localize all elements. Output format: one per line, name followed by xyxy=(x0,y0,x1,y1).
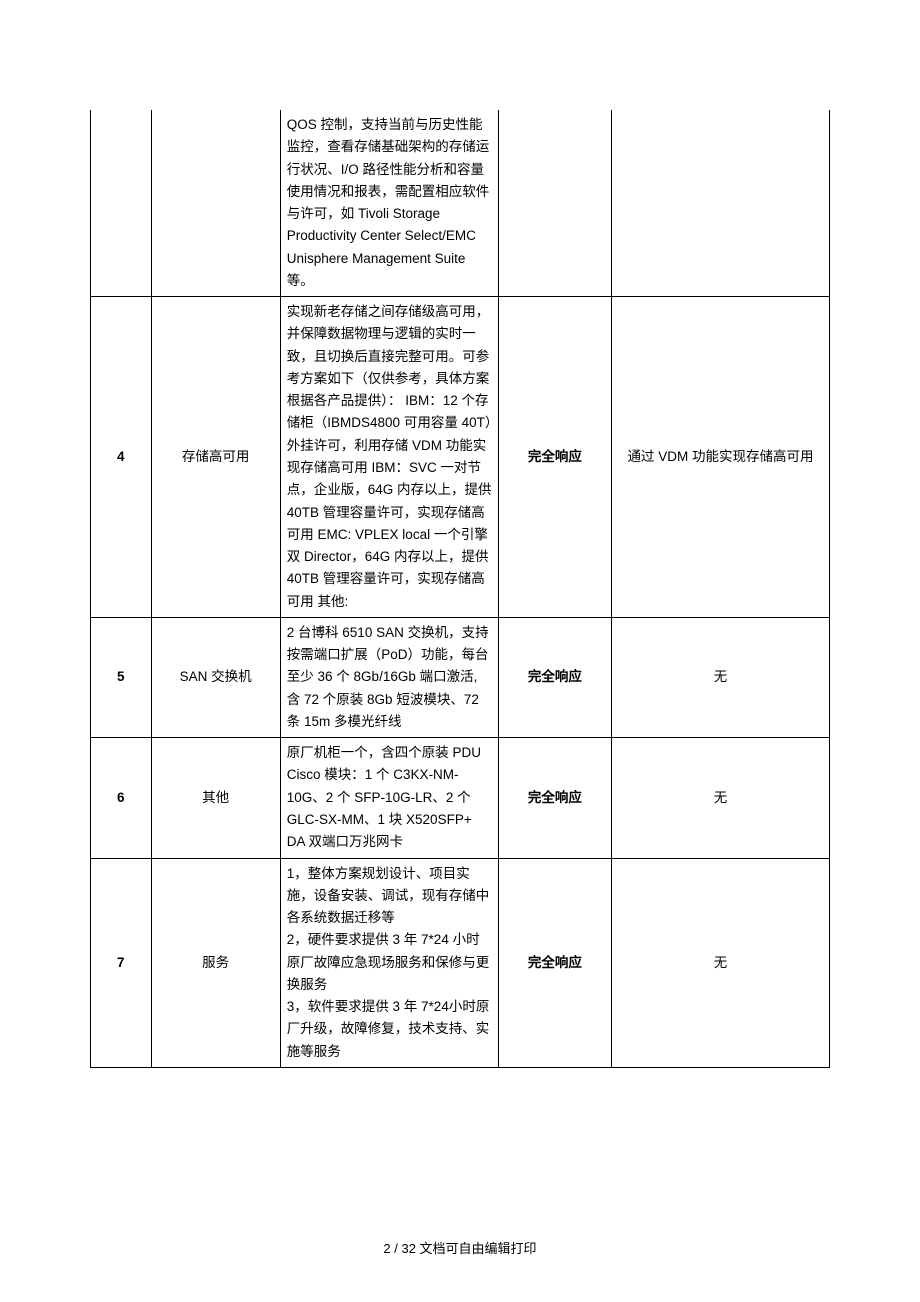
row-note: 无 xyxy=(611,617,829,737)
row-response: 完全响应 xyxy=(498,617,611,737)
row-description: QOS 控制，支持当前与历史性能监控，查看存储基础架构的存储运行状况、I/O 路… xyxy=(280,110,498,297)
row-description: 原厂机柜一个，含四个原装 PDU Cisco 模块：1 个 C3KX-NM-10… xyxy=(280,738,498,858)
table-row: 5SAN 交换机2 台博科 6510 SAN 交换机，支持按需端口扩展（PoD）… xyxy=(91,617,830,737)
row-response xyxy=(498,110,611,297)
row-response: 完全响应 xyxy=(498,738,611,858)
document-page: QOS 控制，支持当前与历史性能监控，查看存储基础架构的存储运行状况、I/O 路… xyxy=(0,0,920,1068)
table-row: 4存储高可用实现新老存储之间存储级高可用，并保障数据物理与逻辑的实时一致，且切换… xyxy=(91,297,830,618)
row-name: 存储高可用 xyxy=(151,297,280,618)
row-response: 完全响应 xyxy=(498,297,611,618)
table-row: 7服务1，整体方案规划设计、项目实施，设备安装、调试，现有存储中各系统数据迁移等… xyxy=(91,858,830,1067)
row-name: 服务 xyxy=(151,858,280,1067)
row-index: 7 xyxy=(91,858,152,1067)
row-note: 通过 VDM 功能实现存储高可用 xyxy=(611,297,829,618)
row-name xyxy=(151,110,280,297)
row-note xyxy=(611,110,829,297)
row-note: 无 xyxy=(611,858,829,1067)
page-footer: 2 / 32 文档可自由编辑打印 xyxy=(0,1238,920,1257)
row-index xyxy=(91,110,152,297)
row-index: 6 xyxy=(91,738,152,858)
table-row: 6其他原厂机柜一个，含四个原装 PDU Cisco 模块：1 个 C3KX-NM… xyxy=(91,738,830,858)
spec-table: QOS 控制，支持当前与历史性能监控，查看存储基础架构的存储运行状况、I/O 路… xyxy=(90,110,830,1068)
row-note: 无 xyxy=(611,738,829,858)
row-description: 实现新老存储之间存储级高可用，并保障数据物理与逻辑的实时一致，且切换后直接完整可… xyxy=(280,297,498,618)
row-response: 完全响应 xyxy=(498,858,611,1067)
row-name: 其他 xyxy=(151,738,280,858)
row-name: SAN 交换机 xyxy=(151,617,280,737)
row-description: 2 台博科 6510 SAN 交换机，支持按需端口扩展（PoD）功能，每台至少 … xyxy=(280,617,498,737)
row-index: 5 xyxy=(91,617,152,737)
table-row: QOS 控制，支持当前与历史性能监控，查看存储基础架构的存储运行状况、I/O 路… xyxy=(91,110,830,297)
row-index: 4 xyxy=(91,297,152,618)
row-description: 1，整体方案规划设计、项目实施，设备安装、调试，现有存储中各系统数据迁移等2，硬… xyxy=(280,858,498,1067)
